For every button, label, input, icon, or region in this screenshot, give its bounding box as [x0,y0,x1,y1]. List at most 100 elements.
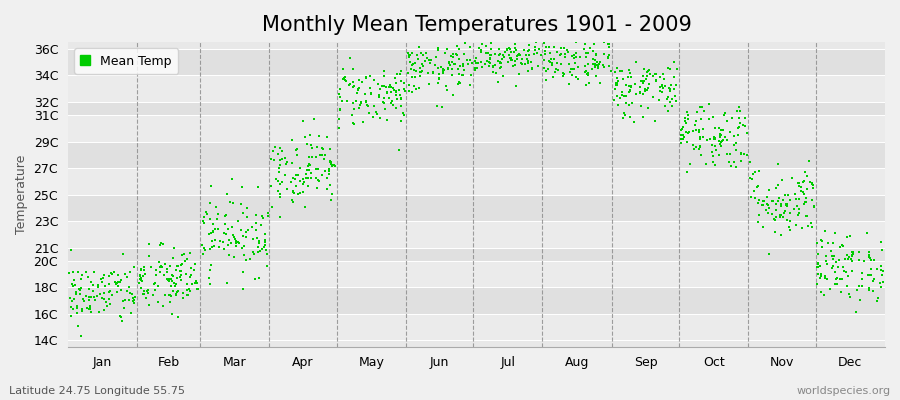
Point [567,66,581,72]
Point [861,252,876,258]
Point [526,50,541,57]
Point [489,69,503,76]
Point [769,185,783,191]
Point [835,276,850,282]
Point [239,228,254,235]
Point [291,191,305,197]
Point [826,240,841,246]
Point [539,44,554,51]
Point [814,244,829,250]
Point [591,63,606,70]
Point [220,190,235,197]
Point [760,201,774,208]
Point [597,39,611,45]
Point [608,68,623,75]
Point [352,77,366,84]
Point [153,264,167,270]
Point [798,198,813,205]
Point [580,50,595,56]
Point [658,103,672,109]
Point [537,65,552,72]
Point [184,271,199,278]
Point [456,51,471,57]
Point [323,196,338,203]
Point [147,281,161,288]
Point [333,94,347,100]
Point [362,110,376,116]
Point [863,255,878,262]
Point [342,82,356,88]
Point [844,258,859,264]
Text: Latitude 24.75 Longitude 55.75: Latitude 24.75 Longitude 55.75 [9,386,185,396]
Point [310,143,325,150]
Point [77,298,92,304]
Point [496,52,510,58]
Point [211,211,225,217]
Point [661,108,675,114]
Point [170,289,184,296]
Point [649,70,663,77]
Point [320,186,335,192]
Point [95,278,110,285]
Point [811,260,825,266]
Point [500,46,514,52]
Point [766,198,780,204]
Point [622,82,636,89]
Point [562,61,576,68]
Point [546,44,561,50]
Point [141,252,156,259]
Point [445,59,459,65]
Point [571,76,585,82]
Point [394,103,409,110]
Point [347,83,362,90]
Point [662,86,677,93]
Point [378,105,392,112]
Point [745,176,760,182]
Point [711,124,725,131]
Point [183,250,197,256]
Point [104,270,118,276]
Point [482,54,497,61]
Point [734,158,749,164]
Point [174,274,188,280]
Point [299,175,313,181]
Point [794,188,808,194]
Point [657,76,671,82]
Point [707,124,722,131]
Point [416,52,430,59]
Point [116,298,130,304]
Point [699,137,714,143]
Point [658,82,672,89]
Point [414,50,428,56]
Bar [68,49,885,75]
Point [550,60,564,66]
Point [458,40,473,46]
Point [633,84,647,90]
Point [323,146,338,152]
Point [418,50,433,56]
Point [673,132,688,138]
Point [597,64,611,70]
Point [519,56,534,62]
Point [113,287,128,294]
Point [323,182,338,188]
Point [122,290,137,296]
Point [274,179,289,185]
Point [382,95,397,101]
Point [174,272,188,279]
Point [844,267,859,274]
Point [713,130,727,137]
Point [733,120,747,126]
Point [874,266,888,273]
Point [522,42,536,48]
Point [149,267,164,273]
Point [133,276,148,282]
Point [805,180,819,187]
Point [783,210,797,216]
Point [97,295,112,302]
Point [551,66,565,73]
Point [834,242,849,248]
Point [333,106,347,112]
Point [622,67,636,73]
Point [508,38,522,45]
